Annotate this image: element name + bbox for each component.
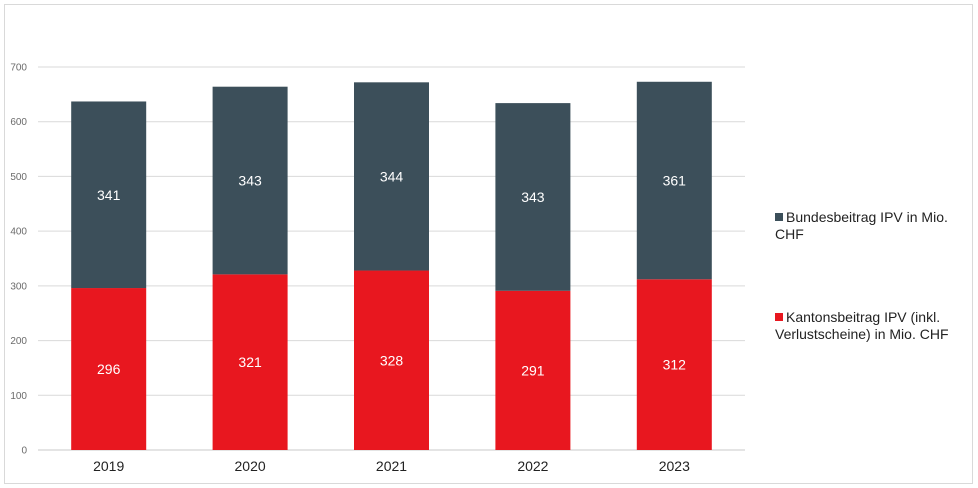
- bar-segment: [636, 81, 712, 280]
- data-label: 312: [663, 357, 687, 373]
- y-tick-label: 200: [10, 336, 27, 347]
- data-label: 344: [380, 168, 404, 184]
- x-tick-label: 2021: [376, 458, 407, 474]
- bar-segment: [212, 274, 288, 450]
- bar-segment: [495, 290, 571, 450]
- bar-segment: [636, 279, 712, 450]
- data-label: 328: [380, 352, 404, 368]
- y-tick-label: 600: [10, 117, 27, 128]
- data-label: 343: [521, 189, 545, 205]
- x-tick-label: 2020: [235, 458, 266, 474]
- x-axis: 2019 2020 2021 2022 2023: [93, 458, 690, 474]
- y-tick-label: 400: [10, 227, 27, 238]
- data-label: 321: [238, 354, 262, 370]
- bar-segment: [71, 288, 147, 450]
- chart-frame: [4, 4, 973, 484]
- legend-swatch-kanton: [775, 313, 783, 321]
- legend-label-kanton: Kantonsbeitrag IPV (inkl. Verlustscheine…: [775, 309, 949, 342]
- legend-item-bund: Bundesbeitrag IPV in Mio. CHF: [775, 209, 965, 243]
- y-tick-label: 700: [10, 63, 27, 74]
- bar-segment: [354, 270, 429, 450]
- y-tick-label: 300: [10, 281, 27, 292]
- legend-swatch-bund: [775, 213, 783, 221]
- data-label: 341: [97, 187, 121, 203]
- data-label: 343: [238, 173, 262, 189]
- data-label: 296: [97, 361, 121, 377]
- x-tick-label: 2023: [659, 458, 690, 474]
- data-label: 361: [663, 173, 687, 189]
- bar-segment: [212, 86, 288, 275]
- bars: 296 341 321 343 328 344 291 343 312 361: [71, 81, 712, 450]
- y-tick-label: 500: [10, 172, 27, 183]
- legend-item-kanton: Kantonsbeitrag IPV (inkl. Verlustscheine…: [775, 309, 975, 343]
- bar-segment: [354, 82, 429, 271]
- x-tick-label: 2022: [517, 458, 548, 474]
- legend-label-bund: Bundesbeitrag IPV in Mio. CHF: [775, 209, 948, 242]
- bar-segment: [71, 101, 147, 289]
- y-tick-label: 100: [10, 391, 27, 402]
- y-tick-label: 0: [21, 446, 27, 457]
- x-tick-label: 2019: [93, 458, 124, 474]
- bar-segment: [495, 103, 571, 291]
- data-label: 291: [521, 362, 545, 378]
- y-axis: 0 100 200 300 400 500 600 700: [10, 63, 27, 457]
